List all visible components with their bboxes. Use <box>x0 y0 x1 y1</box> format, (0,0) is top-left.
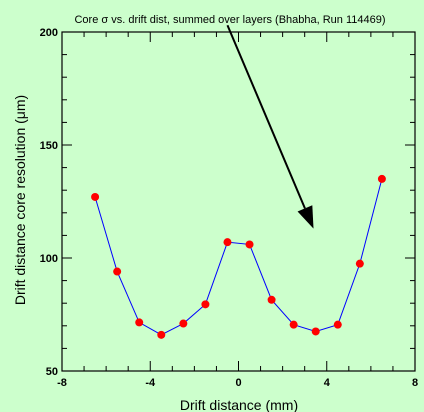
data-point <box>179 319 188 328</box>
data-point <box>201 300 210 309</box>
x-tick-label: -8 <box>57 377 67 389</box>
data-point <box>289 320 298 329</box>
data-point <box>157 330 166 339</box>
x-axis-label: Drift distance (mm) <box>180 397 298 412</box>
data-point <box>377 174 386 183</box>
x-tick-label: -4 <box>145 377 156 389</box>
y-tick-label: 100 <box>40 253 58 265</box>
y-tick-label: 200 <box>40 27 58 39</box>
data-point <box>311 327 320 336</box>
axes <box>61 31 416 372</box>
series-line <box>94 178 383 336</box>
data-point <box>91 192 100 201</box>
y-tick-label: 50 <box>46 366 58 378</box>
y-tick-label: 150 <box>40 140 58 152</box>
y-axis-label: Drift distance core resolution (μm) <box>12 95 28 305</box>
data-point <box>245 240 254 249</box>
plot-frame <box>61 31 416 372</box>
ticks: -8 -4 0 4 8 50 100 150 200 <box>40 27 418 389</box>
data-point <box>223 238 232 247</box>
x-tick-label: 4 <box>324 377 331 389</box>
data-point <box>267 295 276 304</box>
chart-title: Core σ vs. drift dist, summed over layer… <box>74 14 385 26</box>
series <box>91 174 386 339</box>
x-tick-label: 0 <box>235 377 241 389</box>
arrow-shaft <box>226 24 306 209</box>
arrow-head <box>297 205 314 229</box>
data-point <box>113 267 122 276</box>
data-point <box>355 259 364 268</box>
x-tick-label: 8 <box>412 377 418 389</box>
data-point <box>333 320 342 329</box>
annotations <box>226 24 314 229</box>
data-point <box>135 318 144 327</box>
